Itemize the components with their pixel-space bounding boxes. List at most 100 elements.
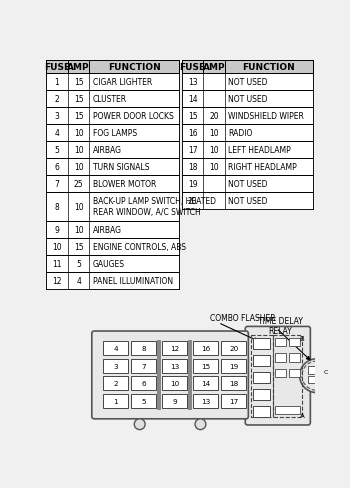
- Text: 3: 3: [113, 363, 118, 369]
- Text: 16: 16: [201, 346, 210, 351]
- Bar: [131, 377, 156, 390]
- Text: LEFT HEADLAMP: LEFT HEADLAMP: [228, 145, 291, 155]
- Bar: [46, 124, 179, 142]
- Text: 7: 7: [55, 179, 60, 188]
- Bar: [253, 406, 270, 417]
- Bar: [104, 341, 128, 355]
- Bar: [46, 142, 179, 159]
- Text: RADIO: RADIO: [228, 129, 253, 138]
- Bar: [275, 354, 286, 362]
- Text: 5: 5: [141, 398, 146, 404]
- Bar: [46, 192, 179, 222]
- Text: 15: 15: [74, 95, 83, 104]
- Text: PANEL ILLUMINATION: PANEL ILLUMINATION: [92, 276, 173, 285]
- Text: BACK-UP LAMP SWITCH, HEATED
REAR WINDOW, A/C SWITCH: BACK-UP LAMP SWITCH, HEATED REAR WINDOW,…: [92, 197, 216, 217]
- Text: 18: 18: [188, 163, 197, 171]
- Text: 1: 1: [113, 398, 118, 404]
- Bar: [46, 238, 179, 255]
- Text: 17: 17: [188, 145, 197, 155]
- Bar: [46, 74, 179, 91]
- Bar: [188, 340, 192, 410]
- Bar: [46, 222, 179, 238]
- Bar: [182, 61, 313, 74]
- Bar: [162, 377, 187, 390]
- Bar: [104, 394, 128, 408]
- Text: 13: 13: [201, 398, 210, 404]
- Bar: [182, 91, 313, 108]
- Text: 10: 10: [74, 145, 83, 155]
- Text: NOT USED: NOT USED: [228, 196, 268, 205]
- Text: 8: 8: [141, 346, 146, 351]
- Bar: [182, 74, 313, 91]
- Text: 15: 15: [74, 78, 83, 87]
- Bar: [253, 389, 270, 400]
- Text: 8: 8: [55, 203, 59, 211]
- Text: TURN SIGNALS: TURN SIGNALS: [92, 163, 149, 171]
- Text: 4: 4: [76, 276, 81, 285]
- Bar: [275, 406, 300, 414]
- Text: 10: 10: [52, 243, 62, 251]
- Text: NOT USED: NOT USED: [228, 78, 268, 87]
- Bar: [131, 359, 156, 373]
- Text: FUNCTION: FUNCTION: [108, 63, 161, 72]
- Bar: [251, 335, 273, 417]
- Bar: [221, 359, 246, 373]
- Bar: [308, 376, 316, 384]
- Text: AIRBAG: AIRBAG: [92, 145, 121, 155]
- Bar: [162, 394, 187, 408]
- Text: 5: 5: [55, 145, 60, 155]
- FancyBboxPatch shape: [92, 331, 248, 419]
- Bar: [182, 124, 313, 142]
- Bar: [162, 359, 187, 373]
- Bar: [221, 341, 246, 355]
- Bar: [221, 377, 246, 390]
- Text: FUSE: FUSE: [44, 63, 70, 72]
- Circle shape: [300, 359, 334, 393]
- Text: 10: 10: [209, 129, 219, 138]
- Text: 10: 10: [209, 145, 219, 155]
- Text: WINDSHIELD WIPER: WINDSHIELD WIPER: [228, 112, 304, 121]
- Bar: [46, 159, 179, 175]
- Text: 14: 14: [188, 95, 197, 104]
- Bar: [273, 335, 302, 417]
- Text: 20: 20: [209, 112, 219, 121]
- Text: 20: 20: [188, 196, 197, 205]
- Bar: [182, 192, 313, 209]
- Bar: [131, 341, 156, 355]
- Text: 9: 9: [173, 398, 177, 404]
- Text: FUSE: FUSE: [180, 63, 205, 72]
- Bar: [221, 394, 246, 408]
- Bar: [193, 394, 218, 408]
- Text: 18: 18: [229, 381, 238, 386]
- Bar: [193, 359, 218, 373]
- Text: 11: 11: [52, 259, 62, 268]
- Text: 10: 10: [209, 163, 219, 171]
- Text: 15: 15: [188, 112, 197, 121]
- Bar: [46, 108, 179, 124]
- Text: 15: 15: [74, 243, 83, 251]
- Bar: [104, 377, 128, 390]
- Text: 16: 16: [188, 129, 197, 138]
- Text: B: B: [300, 335, 304, 341]
- Text: 12: 12: [52, 276, 62, 285]
- Text: 2: 2: [113, 381, 118, 386]
- Bar: [308, 366, 316, 374]
- Text: FOG LAMPS: FOG LAMPS: [92, 129, 137, 138]
- Bar: [289, 369, 300, 377]
- Text: BLOWER MOTOR: BLOWER MOTOR: [92, 179, 156, 188]
- Text: 20: 20: [229, 346, 238, 351]
- Text: 10: 10: [74, 163, 83, 171]
- Bar: [182, 159, 313, 175]
- Text: GAUGES: GAUGES: [92, 259, 125, 268]
- Text: 13: 13: [170, 363, 179, 369]
- Bar: [104, 359, 128, 373]
- Text: POWER DOOR LOCKS: POWER DOOR LOCKS: [92, 112, 173, 121]
- Text: AMP: AMP: [67, 63, 90, 72]
- Bar: [253, 338, 270, 349]
- Text: 17: 17: [229, 398, 238, 404]
- Text: 15: 15: [201, 363, 210, 369]
- Text: 4: 4: [55, 129, 60, 138]
- Bar: [317, 376, 325, 384]
- Text: 19: 19: [229, 363, 238, 369]
- Bar: [46, 61, 179, 74]
